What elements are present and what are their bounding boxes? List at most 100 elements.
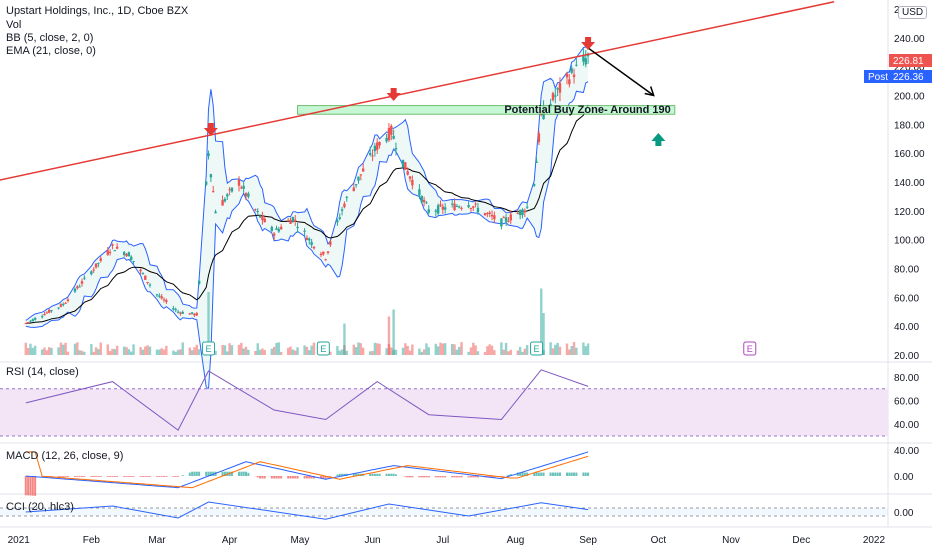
volume-bar [33, 345, 37, 355]
volume-bar [551, 348, 555, 355]
volume-bar [357, 342, 360, 355]
volume-bar [303, 345, 306, 355]
macd-histogram-bar [308, 476, 311, 479]
macd-histogram-bar [111, 476, 114, 477]
volume-bar [345, 350, 348, 355]
candle-body [256, 210, 259, 212]
macd-histogram-bar [427, 476, 430, 478]
volume-bar [226, 351, 229, 355]
volume-bar [490, 345, 494, 355]
macd-histogram-bar [221, 471, 224, 476]
candle-body [572, 74, 576, 78]
volume-bar [106, 344, 109, 355]
candle-body [230, 187, 234, 192]
candle-body [434, 210, 437, 212]
volume-bar [451, 343, 454, 355]
candle-body [78, 286, 81, 288]
volume-bar [310, 345, 313, 355]
candle-body [296, 226, 299, 229]
macd-histogram-bar [444, 476, 447, 478]
volume-bar [45, 350, 49, 355]
macd-histogram-bar [474, 476, 477, 478]
volume-bar [525, 345, 529, 355]
candle-body [57, 307, 60, 309]
candle-body [408, 176, 412, 179]
candle-body [59, 304, 63, 307]
macd-histogram-bar [275, 476, 278, 479]
macd-histogram-bar [467, 476, 470, 478]
macd-histogram-bar [409, 476, 412, 478]
volume-bar [242, 348, 245, 355]
macd-histogram-bar [516, 472, 519, 476]
volume-bar [502, 349, 505, 355]
candle-body [90, 271, 93, 275]
volume-bar [160, 348, 163, 355]
earnings-marker: E [202, 341, 216, 356]
macd-histogram-bar [411, 476, 414, 478]
candle-body [359, 174, 363, 176]
macd-histogram-bar [31, 476, 34, 496]
candle-body [551, 93, 555, 101]
volume-bar [441, 343, 445, 355]
candle-body [474, 203, 477, 205]
post-market-price: 226.36 [893, 72, 924, 83]
volume-bar [158, 349, 161, 355]
volume-bar [312, 342, 316, 355]
volume-bar [556, 342, 559, 355]
macd-histogram-bar [92, 476, 95, 477]
candle-body [258, 215, 262, 218]
time-tick-label: 2022 [863, 535, 886, 546]
price-tick-label: 120.00 [894, 207, 925, 218]
macd-histogram-bar [245, 471, 248, 476]
macd-histogram-bar [476, 476, 479, 478]
macd-signal-line [25, 451, 589, 489]
volume-bar [172, 350, 175, 355]
macd-histogram-bar [418, 476, 421, 478]
volume-bar [558, 346, 562, 355]
volume-bar [141, 349, 145, 355]
macd-histogram-bar [240, 471, 243, 476]
rsi-tick-label: 80.00 [894, 373, 919, 384]
macd-histogram-bar [256, 476, 259, 478]
volume-bar [237, 344, 241, 355]
macd-histogram-bar [141, 476, 144, 477]
candle-body [308, 238, 311, 241]
volume-bar [483, 351, 487, 355]
macd-histogram-bar [62, 476, 65, 477]
candle-body [115, 246, 119, 249]
price-tick-label: 140.00 [894, 178, 925, 189]
macd-histogram-bar [29, 476, 32, 496]
macd-histogram-bar [280, 476, 283, 479]
macd-histogram-bar [587, 472, 590, 476]
volume-bar [418, 348, 421, 355]
projection-arrowhead [644, 86, 655, 97]
candle-body [223, 198, 227, 202]
volume-bar [24, 342, 27, 355]
candle-body [469, 207, 473, 209]
candle-body [476, 207, 480, 213]
candle-body [518, 210, 522, 216]
last-price-tag [889, 54, 932, 67]
time-tick-label: 2021 [8, 535, 31, 546]
volume-bar [568, 349, 571, 355]
candle-body [390, 125, 393, 135]
candle-body [467, 205, 470, 208]
macd-histogram-bar [66, 476, 69, 477]
volume-bar [179, 349, 182, 355]
buy-zone-rect [297, 105, 676, 115]
volume-bar [572, 342, 576, 355]
macd-histogram-bar [116, 476, 119, 477]
candle-body [48, 309, 51, 313]
time-tick-label: Feb [83, 535, 101, 546]
volume-bar [507, 351, 510, 355]
macd-histogram-bar [198, 471, 201, 476]
earnings-marker: E [316, 341, 330, 356]
candle-body [130, 256, 133, 261]
currency-badge[interactable]: USD [898, 6, 928, 19]
earnings-marker-box [743, 341, 757, 356]
candle-body [406, 171, 409, 175]
candle-body [523, 210, 527, 213]
macd-histogram-bar [83, 476, 86, 477]
volume-bar [111, 348, 114, 355]
